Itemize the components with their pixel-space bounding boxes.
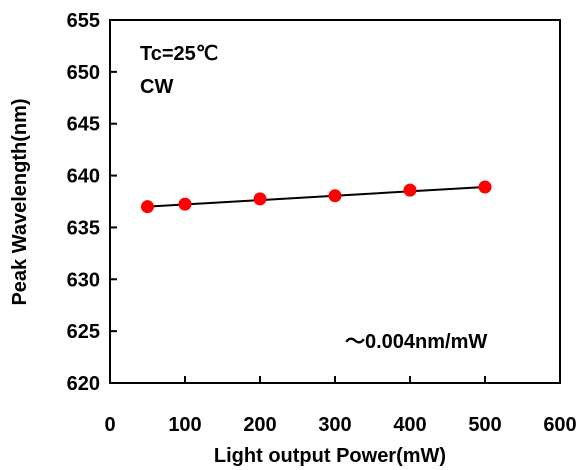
x-tick-label: 300 <box>318 414 351 436</box>
x-tick-label: 100 <box>168 414 201 436</box>
y-tick-label: 645 <box>67 114 100 136</box>
x-tick-label: 500 <box>468 414 501 436</box>
data-points <box>141 180 492 214</box>
x-tick-label: 600 <box>543 414 576 436</box>
data-point <box>253 192 267 206</box>
x-tick-label: 400 <box>393 414 426 436</box>
y-tick-label: 650 <box>67 62 100 84</box>
fit-line <box>147 185 486 208</box>
y-tick-label: 640 <box>67 166 100 188</box>
x-axis-title: Light output Power(mW) <box>214 445 446 467</box>
x-tick-label: 200 <box>243 414 276 436</box>
annotation-temperature: Tc=25℃ <box>140 43 218 65</box>
y-tick-label: 620 <box>67 373 100 395</box>
y-tick-label: 635 <box>67 217 100 239</box>
data-point <box>178 197 192 211</box>
y-axis-ticks: 620 625 630 635 640 645 650 655 <box>67 10 117 395</box>
data-point <box>403 183 417 197</box>
y-tick-label: 630 <box>67 269 100 291</box>
x-axis-ticks: 0 100 200 300 400 500 600 <box>104 376 577 436</box>
data-point <box>478 180 492 194</box>
x-tick-label: 0 <box>104 414 115 436</box>
y-tick-label: 655 <box>67 10 100 32</box>
annotation-mode: CW <box>140 76 173 98</box>
y-axis-title: Peak Wavelength(nm) <box>9 98 31 305</box>
y-tick-label: 625 <box>67 321 100 343</box>
data-point <box>141 200 154 214</box>
annotation-slope: ～0.004nm/mW <box>345 331 487 353</box>
fit-line-group <box>147 185 486 208</box>
data-point <box>328 189 342 203</box>
